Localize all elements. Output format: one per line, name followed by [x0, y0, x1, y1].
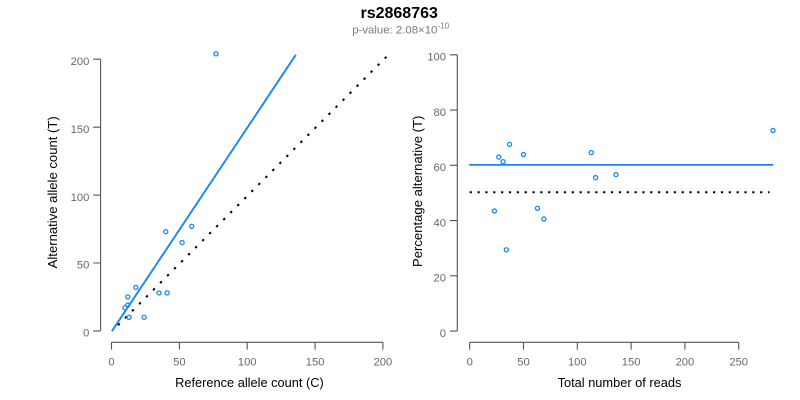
svg-text:20: 20	[434, 273, 446, 285]
svg-text:150: 150	[71, 124, 90, 136]
svg-text:0: 0	[467, 357, 473, 369]
svg-text:Alternative allele count (T): Alternative allele count (T)	[45, 116, 60, 268]
svg-text:60: 60	[434, 162, 446, 174]
svg-text:50: 50	[517, 357, 529, 369]
svg-text:Percentage alternative (T): Percentage alternative (T)	[410, 116, 425, 267]
svg-text:150: 150	[622, 357, 641, 369]
svg-text:Reference allele count (C): Reference allele count (C)	[175, 375, 324, 390]
svg-text:rs2868763: rs2868763	[360, 5, 438, 22]
svg-text:200: 200	[71, 56, 90, 68]
svg-text:250: 250	[729, 357, 748, 369]
svg-text:100: 100	[238, 357, 257, 369]
svg-text:80: 80	[434, 107, 446, 119]
svg-text:200: 200	[676, 357, 695, 369]
svg-text:0: 0	[108, 357, 114, 369]
svg-text:150: 150	[306, 357, 325, 369]
svg-text:200: 200	[374, 357, 393, 369]
svg-text:p-value: 2.08×10-10: p-value: 2.08×10-10	[352, 21, 449, 36]
svg-text:100: 100	[427, 52, 446, 64]
svg-text:Total number of reads: Total number of reads	[558, 375, 682, 390]
svg-text:40: 40	[434, 217, 446, 229]
svg-text:50: 50	[173, 357, 185, 369]
svg-text:0: 0	[83, 328, 89, 340]
svg-text:0: 0	[440, 328, 446, 340]
svg-text:100: 100	[568, 357, 587, 369]
svg-text:100: 100	[71, 192, 90, 204]
svg-text:50: 50	[77, 260, 89, 272]
